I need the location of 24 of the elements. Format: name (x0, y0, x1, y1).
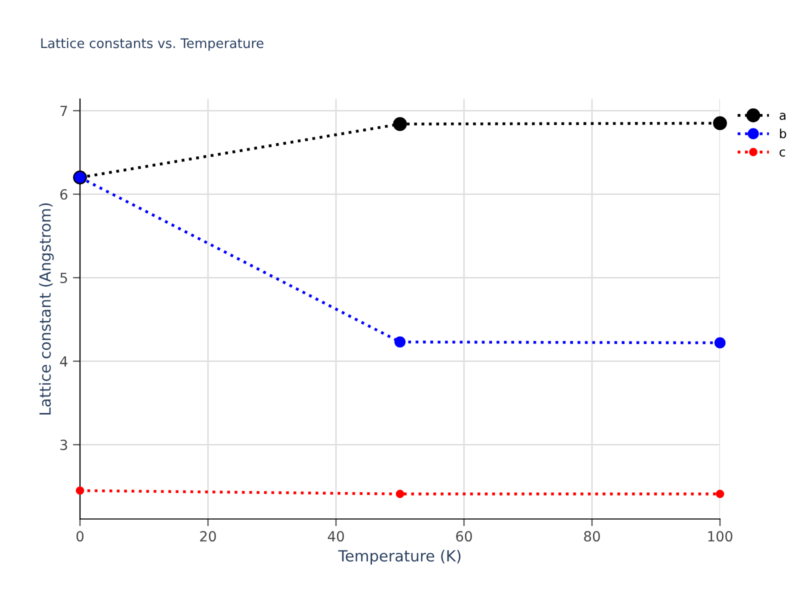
legend-label: a (780, 112, 786, 120)
legend-label: c (780, 149, 785, 157)
point (713, 116, 727, 130)
y-tick-label: 4 (60, 356, 68, 366)
point (394, 336, 406, 348)
y-axis-title: Lattice constant (Angstrom) (39, 203, 54, 414)
x-tick-label: 60 (456, 531, 472, 542)
legend-label: b (780, 128, 786, 138)
chart-title: Lattice constants vs. Temperature (41, 38, 264, 51)
y-tick-label: 7 (60, 106, 68, 116)
point (716, 490, 724, 498)
y-tick-label: 5 (60, 272, 67, 284)
x-tick-label: 100 (708, 531, 732, 542)
x-tick-label: 0 (76, 531, 84, 542)
point (76, 486, 84, 495)
y-tick-label: 3 (60, 440, 68, 450)
x-tick-label: 80 (584, 531, 600, 542)
point (396, 490, 404, 498)
y-tick-label: 6 (60, 189, 68, 200)
x-tick-label: 40 (328, 531, 344, 542)
x-tick-label: 20 (200, 531, 216, 542)
x-axis-title: Temperature (K) (338, 550, 460, 565)
point (393, 117, 407, 131)
point (714, 337, 726, 348)
